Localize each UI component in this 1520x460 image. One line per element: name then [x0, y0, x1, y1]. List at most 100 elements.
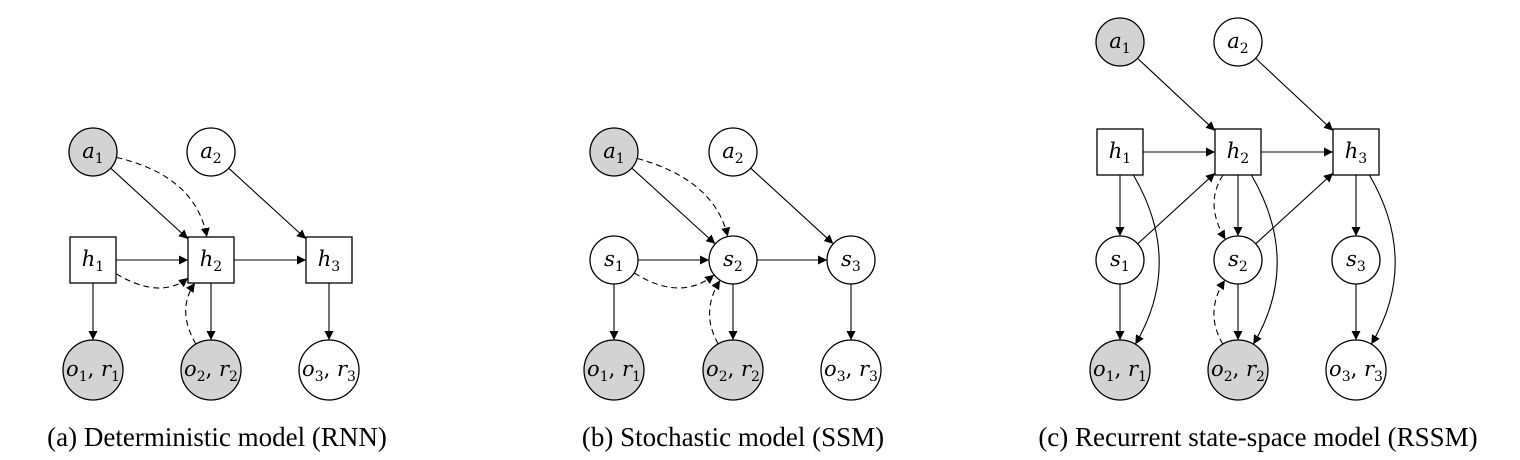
deterministic-state-h3: h3	[305, 236, 353, 284]
action-node-a1-label: a1	[603, 139, 624, 167]
stochastic-state-s3: s3	[1331, 235, 1381, 285]
observation-node-o2-r2: o2, r2	[702, 339, 764, 401]
edges-rnn	[88, 156, 334, 345]
stochastic-state-s1-label: s1	[604, 247, 624, 275]
edge-s1-to-s2-dashed	[633, 272, 715, 289]
stochastic-state-s1-circle	[1095, 235, 1145, 285]
stochastic-state-s3: s3	[826, 235, 876, 285]
stochastic-state-s3-circle	[826, 235, 876, 285]
deterministic-state-h1-label: h1	[1109, 139, 1131, 167]
edge-a1-to-h2-dashed	[116, 156, 210, 238]
edge-h1-to-o1	[1132, 174, 1160, 345]
stochastic-state-s1-circle	[589, 235, 639, 285]
observation-node-o1-r1-label: o1, r1	[66, 357, 120, 385]
edge-h2-to-s2-dashed	[1213, 174, 1226, 240]
deterministic-state-h1-label: h1	[82, 247, 104, 275]
observation-node-o2-r2-circle	[1207, 339, 1269, 401]
edge-s2-to-h3	[1255, 172, 1334, 245]
observation-node-o1-r1-circle	[583, 339, 645, 401]
observation-node-o1-r1-circle	[62, 339, 124, 401]
stochastic-state-s2: s2	[708, 235, 758, 285]
observation-node-o1-r1: o1, r1	[62, 339, 124, 401]
stochastic-state-s2-circle	[708, 235, 758, 285]
action-node-a2-label: a2	[1227, 29, 1248, 57]
stochastic-state-s2-label: s2	[723, 247, 743, 275]
deterministic-state-h3-box	[305, 236, 353, 284]
observation-node-o1-r1-label: o1, r1	[1093, 357, 1147, 385]
stochastic-state-s3-circle	[1331, 235, 1381, 285]
action-node-a1-label: a1	[82, 139, 103, 167]
observation-node-o3-r3-circle	[820, 339, 882, 401]
action-node-a1-circle	[1095, 17, 1145, 67]
edges-rssm	[1115, 57, 1396, 345]
action-node-a2-circle	[708, 127, 758, 177]
stochastic-state-s2: s2	[1213, 235, 1263, 285]
deterministic-state-h2: h2	[1214, 128, 1262, 176]
action-node-a1: a1	[68, 127, 118, 177]
edge-a2-to-h3	[1255, 57, 1334, 132]
action-node-a2-label: a2	[722, 139, 743, 167]
edge-a1-to-s2-dashed	[636, 157, 731, 237]
edge-o2-to-h2-dashed	[185, 282, 197, 345]
observation-node-o3-r3-circle	[298, 339, 360, 401]
observation-node-o3-r3-label: o3, r3	[1329, 357, 1383, 385]
observation-node-o1-r1: o1, r1	[583, 339, 645, 401]
observation-node-o2-r2-circle	[702, 339, 764, 401]
observation-node-o3-r3: o3, r3	[298, 339, 360, 401]
action-node-a1: a1	[589, 127, 639, 177]
stochastic-state-s2-label: s2	[1228, 247, 1248, 275]
deterministic-state-h3: h3	[1332, 128, 1380, 176]
stochastic-state-s3-label: s3	[1346, 247, 1366, 275]
stochastic-state-s2-circle	[1213, 235, 1263, 285]
caption-deterministic-model: (a) Deterministic model (RNN)	[47, 422, 387, 452]
observation-node-o3-r3: o3, r3	[820, 339, 882, 401]
nodes-ssm: a1 a2 s1 s2 s3 o1, r1 o2, r2 o3, r3	[583, 127, 882, 401]
deterministic-state-h1: h1	[1096, 128, 1144, 176]
observation-node-o1-r1-circle	[1089, 339, 1151, 401]
edge-a2-to-s3	[750, 167, 834, 245]
observation-node-o3-r3: o3, r3	[1325, 339, 1387, 401]
edge-o2-to-s2-dashed	[1213, 279, 1226, 345]
deterministic-state-h2-label: h2	[200, 247, 222, 275]
edge-h2-to-o2	[1250, 174, 1278, 345]
deterministic-state-h2: h2	[187, 236, 235, 284]
observation-node-o3-r3-circle	[1325, 339, 1387, 401]
observation-node-o1-r1: o1, r1	[1089, 339, 1151, 401]
edges-ssm	[609, 157, 856, 345]
action-node-a1-label: a1	[1109, 29, 1130, 57]
action-node-a2-circle	[1213, 17, 1263, 67]
edge-h3-to-o3	[1368, 174, 1396, 345]
observation-node-o1-r1-label: o1, r1	[587, 357, 641, 385]
action-node-a2: a2	[186, 127, 236, 177]
observation-node-o3-r3-label: o3, r3	[824, 357, 878, 385]
observation-node-o2-r2: o2, r2	[180, 339, 242, 401]
deterministic-state-h2-label: h2	[1227, 139, 1249, 167]
edge-a1-to-h2	[110, 167, 189, 240]
edge-s1-to-h2	[1137, 172, 1216, 245]
deterministic-state-h1-box	[69, 236, 117, 284]
observation-node-o2-r2: o2, r2	[1207, 339, 1269, 401]
action-node-a2: a2	[1213, 17, 1263, 67]
edge-a2-to-h3	[228, 167, 307, 240]
action-node-a1: a1	[1095, 17, 1145, 67]
action-node-a2-label: a2	[200, 139, 221, 167]
stochastic-state-s1-label: s1	[1110, 247, 1130, 275]
deterministic-state-h3-box	[1332, 128, 1380, 176]
action-node-a1-circle	[68, 127, 118, 177]
observation-node-o2-r2-circle	[180, 339, 242, 401]
observation-node-o2-r2-label: o2, r2	[706, 357, 760, 385]
edge-o2-to-s2-dashed	[709, 280, 721, 345]
edge-h1-to-h2-dashed	[115, 273, 189, 289]
action-node-a2: a2	[708, 127, 758, 177]
deterministic-state-h3-label: h3	[318, 247, 340, 275]
edge-a1-to-h2	[1137, 57, 1216, 132]
observation-node-o2-r2-label: o2, r2	[1211, 357, 1265, 385]
stochastic-state-s1: s1	[1095, 235, 1145, 285]
action-node-a1-circle	[589, 127, 639, 177]
deterministic-state-h2-box	[187, 236, 235, 284]
panel-recurrent-state-space-model: a1 a2 h1 h2 h3 s1 s2 s3 o1, r1 o2, r2 o3, r3 (c) R…	[1038, 17, 1478, 452]
edge-a1-to-s2	[631, 167, 716, 245]
deterministic-state-h3-label: h3	[1345, 139, 1367, 167]
observation-node-o2-r2-label: o2, r2	[184, 357, 238, 385]
